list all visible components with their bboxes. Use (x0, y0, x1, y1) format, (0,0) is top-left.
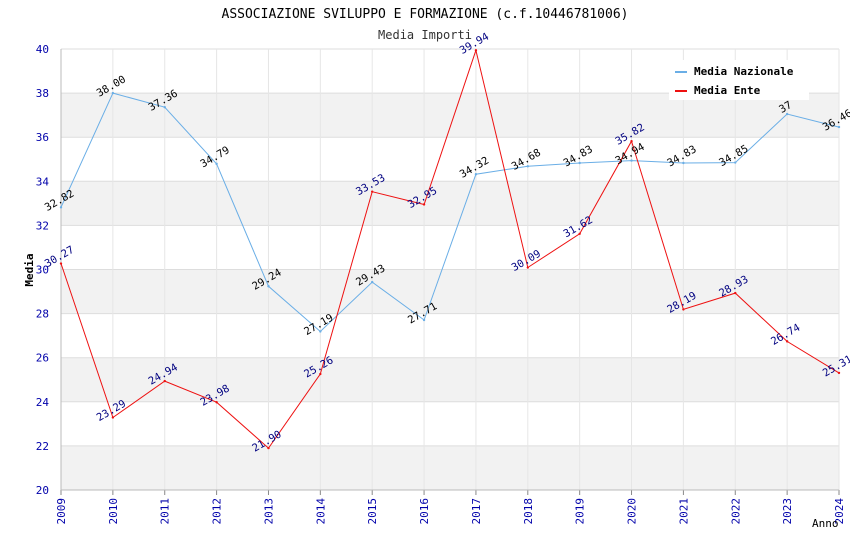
data-label-media-nazionale: 34.83 (561, 143, 594, 169)
x-axis-label: Anno (812, 517, 839, 530)
y-tick-label: 24 (36, 396, 50, 409)
grid-band (61, 181, 839, 226)
data-point-media-nazionale (215, 162, 218, 166)
data-point-media-ente (734, 291, 737, 295)
x-tick-label: 2014 (314, 498, 327, 525)
x-tick-label: 2024 (833, 498, 846, 525)
data-point-media-nazionale (682, 161, 685, 165)
x-tick-label: 2012 (211, 498, 224, 525)
x-tick-label: 2011 (159, 498, 172, 525)
data-point-media-ente (526, 266, 529, 269)
y-tick-label: 26 (36, 352, 49, 365)
grid-lines (60, 48, 840, 491)
y-tick-label: 38 (36, 87, 49, 100)
data-point-media-ente (111, 416, 115, 419)
data-point-media-nazionale (319, 330, 322, 333)
data-point-media-nazionale (267, 285, 270, 288)
x-tick-label: 2020 (626, 498, 639, 525)
data-point-media-ente (371, 190, 374, 193)
data-label-media-nazionale: 34.85 (717, 143, 750, 169)
data-label-media-nazionale: 34.79 (198, 144, 231, 170)
axes (60, 49, 840, 495)
series-line-media-nazionale (60, 92, 840, 333)
chart-title: ASSOCIAZIONE SVILUPPO E FORMAZIONE (c.f.… (222, 7, 629, 22)
x-tick-label: 2021 (677, 498, 690, 525)
data-point-media-nazionale (578, 161, 581, 165)
legend-label-media-nazionale: Media Nazionale (694, 65, 794, 78)
y-tick-label: 30 (36, 264, 49, 277)
data-point-media-ente (630, 139, 633, 143)
y-tick-label: 36 (36, 131, 49, 144)
x-tick-label: 2023 (781, 498, 794, 525)
data-point-media-nazionale (837, 125, 841, 129)
data-point-media-ente (215, 401, 218, 404)
series-line-media-ente (60, 48, 840, 449)
data-point-media-ente (267, 446, 270, 450)
data-point-media-nazionale (526, 165, 529, 168)
y-tick-label: 28 (36, 308, 49, 321)
data-label-media-nazionale: 27.19 (302, 312, 335, 338)
data-point-media-nazionale (734, 161, 737, 164)
data-point-media-ente (319, 372, 322, 376)
y-tick-label: 22 (36, 440, 49, 453)
grid-band (61, 357, 839, 402)
legend-label-media-ente: Media Ente (694, 84, 761, 97)
data-label-media-nazionale: 34.83 (665, 143, 698, 169)
x-tick-label: 2019 (574, 498, 587, 525)
data-point-media-ente (837, 371, 841, 375)
x-tick-label: 2009 (55, 498, 68, 525)
legend: Media Nazionale Media Ente (669, 60, 809, 100)
data-point-media-ente (422, 203, 426, 206)
data-point-media-nazionale (163, 106, 166, 109)
x-tick-label: 2022 (729, 498, 742, 525)
data-point-media-ente (682, 308, 685, 311)
data-point-media-ente (59, 262, 63, 265)
y-tick-label: 20 (36, 484, 49, 497)
x-tick-label: 2018 (522, 498, 535, 525)
data-point-media-nazionale (474, 173, 478, 176)
y-axis-label: Media (23, 253, 36, 286)
x-tick-label: 2015 (366, 498, 379, 525)
data-label-media-nazionale: 37 (777, 99, 794, 116)
data-point-media-ente (578, 232, 581, 235)
data-point-media-ente (163, 379, 166, 383)
data-point-media-nazionale (630, 159, 633, 162)
grid-bands (61, 93, 839, 490)
y-tick-label: 32 (36, 219, 49, 232)
data-point-media-nazionale (59, 206, 63, 209)
series-lines (59, 48, 841, 450)
y-tick-label: 40 (36, 43, 49, 56)
grid-band (61, 269, 839, 314)
data-label-media-nazionale: 34.68 (510, 147, 543, 173)
data-point-media-ente (474, 49, 478, 52)
chart-subtitle: Media Importi (378, 28, 472, 42)
x-tick-label: 2017 (470, 498, 483, 525)
legend-box (669, 60, 809, 100)
data-point-media-nazionale (111, 91, 115, 95)
grid-band (61, 93, 839, 138)
data-point-media-nazionale (785, 112, 789, 116)
x-tick-label: 2016 (418, 498, 431, 525)
data-point-media-nazionale (371, 280, 374, 284)
grid-band (61, 445, 839, 490)
y-tick-label: 34 (36, 175, 50, 188)
data-label-media-nazionale: 34.32 (458, 155, 491, 181)
x-tick-label: 2010 (107, 498, 120, 525)
data-label-media-ente: 26.74 (769, 322, 802, 348)
x-tick-label: 2013 (262, 498, 275, 525)
data-point-media-nazionale (422, 318, 426, 322)
data-point-media-ente (785, 340, 789, 343)
